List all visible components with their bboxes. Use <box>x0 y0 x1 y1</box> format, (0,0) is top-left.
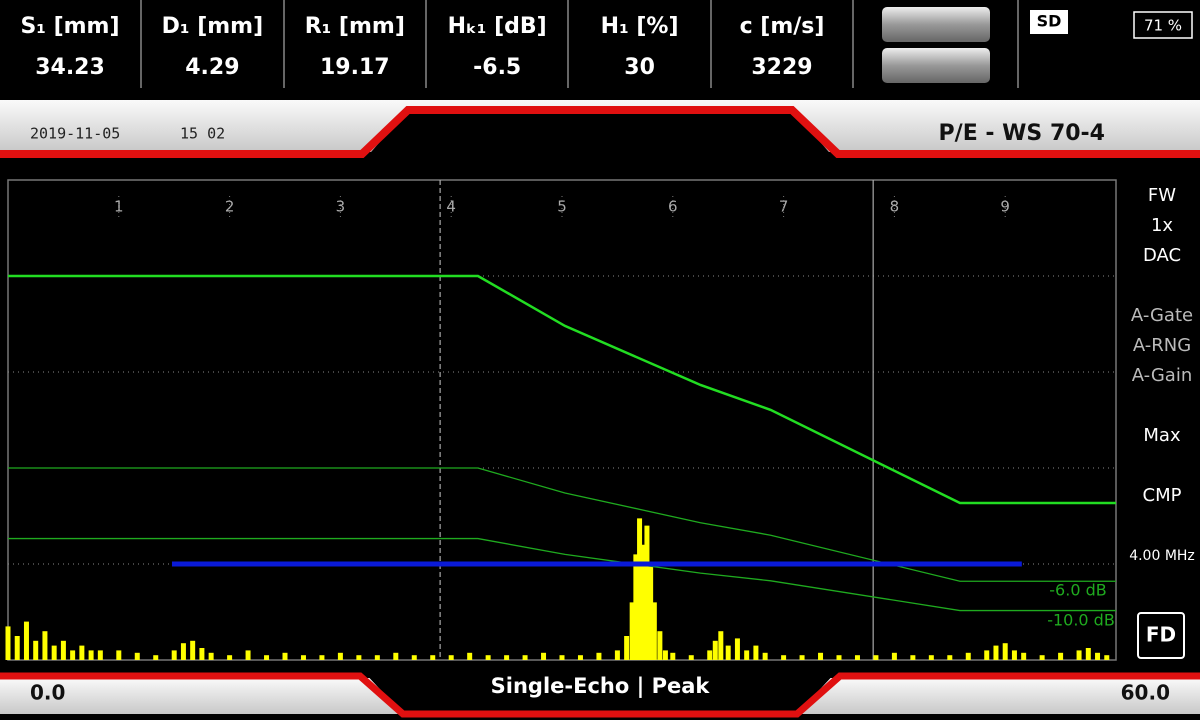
division-label: 8 <box>890 198 900 216</box>
side-label[interactable]: A-Gain <box>1132 365 1192 386</box>
curve-label: -6.0 dB <box>1049 581 1106 600</box>
battery <box>1133 11 1193 39</box>
reading-label: H₁ [%] <box>601 14 679 39</box>
side-label[interactable]: CMP <box>1143 485 1182 506</box>
division-label: 1 <box>114 198 124 216</box>
x-range-label: 60.0 <box>1121 681 1170 705</box>
footer-center <box>362 670 838 716</box>
mode: Single-Echo | Peak <box>491 674 711 699</box>
reading-value: -6.5 <box>473 55 521 80</box>
side-label[interactable]: Max <box>1143 425 1181 446</box>
footer-red-edge <box>0 672 1200 718</box>
side-label[interactable]: 4.00 MHz <box>1129 548 1195 564</box>
side-label[interactable]: DAC <box>1143 245 1181 266</box>
division-label: 7 <box>779 198 789 216</box>
reading-label: c [m/s] <box>740 14 825 39</box>
division-label: 3 <box>336 198 346 216</box>
dac-curve <box>8 467 1116 582</box>
cell-dividers <box>140 0 1019 88</box>
button[interactable] <box>882 7 990 42</box>
button[interactable] <box>882 48 990 83</box>
division-label: 6 <box>668 198 678 216</box>
header-center <box>364 110 836 160</box>
date: 2019-11-05 <box>30 125 120 143</box>
probe-title: P/E - WS 70-4 <box>939 121 1105 146</box>
reading-value: 30 <box>624 55 655 80</box>
reading-label: Hₖ₁ [dB] <box>448 14 547 39</box>
division-label: 2 <box>225 198 235 216</box>
time: 15 02 <box>180 125 225 143</box>
side-label[interactable]: FW <box>1148 185 1176 206</box>
plot: 1 2 3 4 5 6 7 8 9 <box>5 180 1116 660</box>
header-red-edge <box>0 106 1200 158</box>
side-label[interactable]: A-Gate <box>1131 305 1193 326</box>
reading-value: 3229 <box>751 55 812 80</box>
reading-label: R₁ [mm] <box>305 14 405 39</box>
side-label[interactable]: 1x <box>1151 215 1173 236</box>
sd-icon <box>1030 10 1068 34</box>
readings: S₁ [mm] 34.23 D₁ [mm] 4.29 R₁ [mm] 19.17 Hₖ₁ [… <box>20 14 824 80</box>
fd-box[interactable] <box>1137 612 1185 659</box>
division-label: 5 <box>557 198 567 216</box>
x-range-label: 0.0 <box>30 681 65 705</box>
sd-label: SD <box>1037 12 1062 31</box>
side-label[interactable]: FD <box>1146 623 1176 647</box>
reading-label: D₁ [mm] <box>162 14 264 39</box>
side-label[interactable]: A-RNG <box>1133 335 1191 356</box>
dac-curve <box>8 537 1116 612</box>
dac-curve <box>8 274 1116 505</box>
curve-label: -10.0 dB <box>1047 611 1115 630</box>
battery-level: 71 % <box>1144 17 1182 35</box>
division-label: 9 <box>1000 198 1010 216</box>
reading-value: 19.17 <box>320 55 390 80</box>
reading-value: 34.23 <box>35 55 105 80</box>
division-label: 4 <box>446 198 456 216</box>
reading-value: 4.29 <box>185 55 239 80</box>
reading-label: S₁ [mm] <box>20 14 119 39</box>
